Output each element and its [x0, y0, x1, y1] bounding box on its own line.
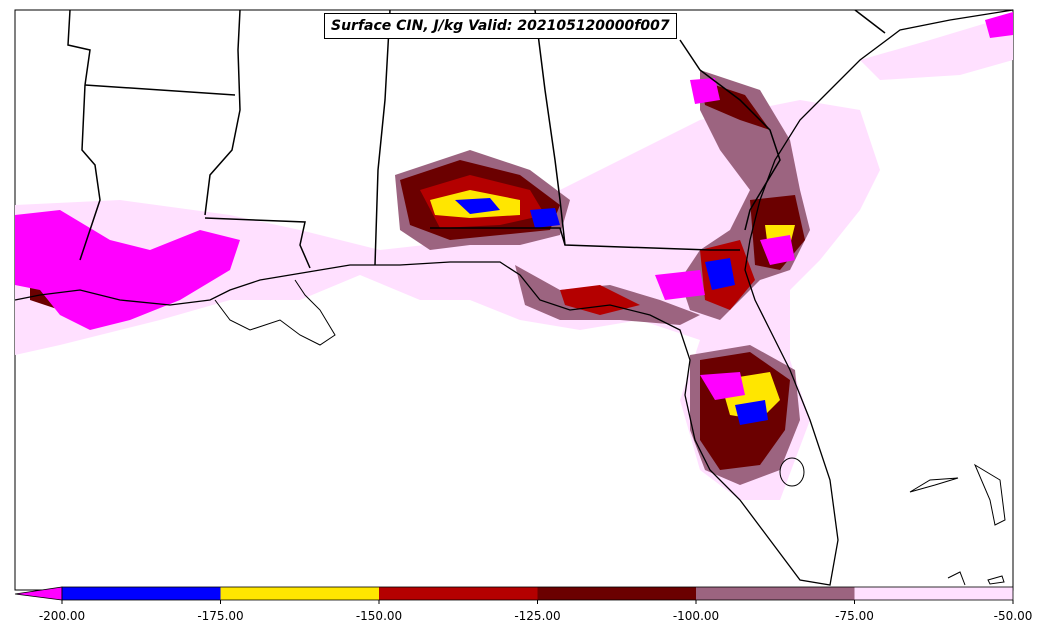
colorbar-tick-label: -175.00 [197, 609, 244, 623]
colorbar-tick-label: -100.00 [672, 609, 720, 623]
colorbar-bin [537, 587, 696, 600]
cin-band-magenta [15, 210, 240, 330]
colorbar-bin [62, 587, 221, 600]
island [987, 575, 1005, 585]
island [973, 463, 1006, 526]
cin-band-blue [705, 258, 735, 290]
cin-band-light-pink [860, 15, 1013, 80]
colorbar-tick-label: -150.00 [355, 609, 403, 623]
cin-band-blue [455, 198, 500, 214]
cin-band-light-pink [15, 100, 880, 500]
colorbar-bin [854, 587, 1013, 600]
island [909, 477, 959, 493]
colorbar-bin [696, 587, 855, 600]
cin-band-blue [735, 400, 768, 425]
cin-band-blue [530, 208, 560, 228]
cin-band-magenta [700, 372, 745, 400]
colorbar [14, 586, 1014, 604]
colorbar-tick-label: -125.00 [514, 609, 561, 623]
state-boundaries [67, 9, 886, 269]
colorbar-bin [220, 587, 379, 600]
delta-coast [214, 279, 336, 346]
lake-okeechobee [779, 457, 805, 487]
map-title: Surface CIN, J/kg Valid: 202105120000f00… [324, 13, 677, 39]
cin-band-magenta [985, 12, 1013, 38]
colorbar-tick-label: -200.00 [38, 609, 86, 623]
cin-shading [15, 12, 1013, 500]
coastline [14, 9, 1014, 586]
cin-band-magenta [690, 78, 720, 104]
colorbar-tick-label: -75.00 [835, 609, 874, 623]
island [947, 571, 966, 586]
colorbar-tick-label: -50.00 [993, 609, 1033, 623]
cin-band-magenta [655, 270, 705, 300]
colorbar-bin [379, 587, 538, 600]
cin-band-magenta [760, 235, 795, 265]
